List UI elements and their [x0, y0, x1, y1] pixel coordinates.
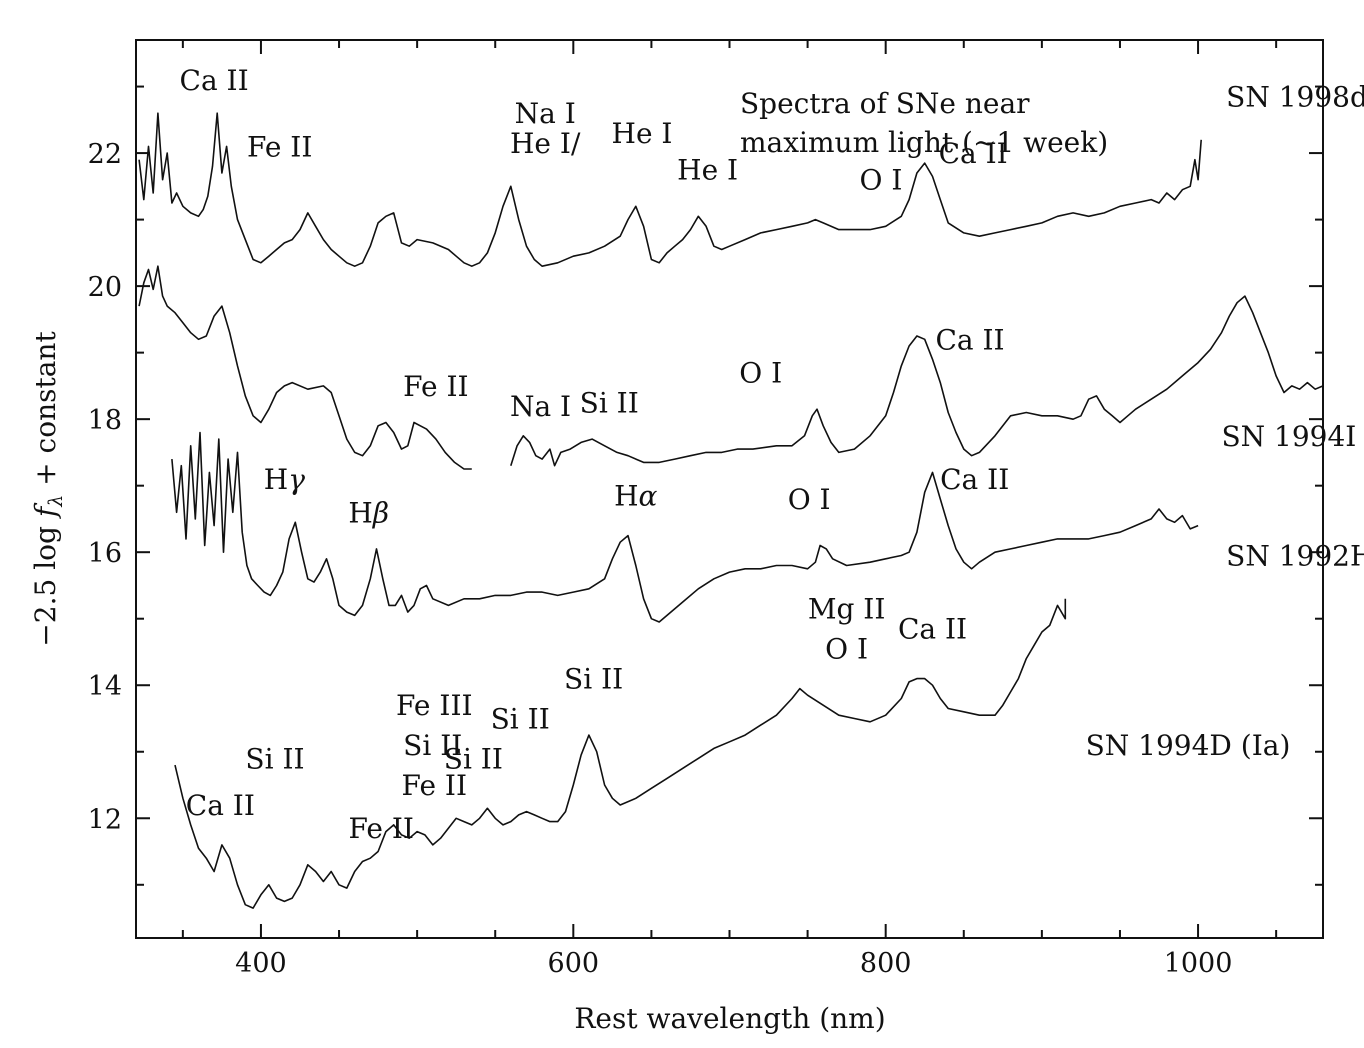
y-axis-label-suffix: + constant [29, 331, 62, 495]
y-tick-label: 16 [88, 538, 122, 569]
chart-note-line-1: Spectra of SNe near [740, 87, 1030, 120]
line-annotation: Si II [491, 702, 550, 735]
line-annotation-greek: α [639, 480, 658, 513]
line-annotation-text: Si II [580, 387, 639, 420]
line-annotation: Ca II [186, 789, 255, 822]
spectrum-line-1-seg-0 [171, 431, 1199, 623]
line-annotation: Fe III [396, 689, 473, 722]
axis-ticks [136, 40, 1323, 938]
line-annotation: Si II [564, 663, 623, 696]
line-annotation: Ca II [935, 323, 1004, 356]
series-label: SN 1994I (Ic) [1221, 420, 1364, 453]
line-annotation-text: O I [739, 357, 782, 390]
line-annotation: Mg II [808, 593, 886, 626]
series-label: SN 1992H (II) [1226, 539, 1364, 572]
line-annotation-text: Ca II [898, 613, 967, 646]
line-annotation-text: H [264, 463, 288, 496]
y-axis-label-sub: λ [45, 495, 67, 508]
spectra-lines [138, 112, 1324, 909]
line-annotation: Fe II [402, 769, 468, 802]
spectrum-line-2-seg-0 [138, 265, 472, 470]
line-annotation-text: H [614, 480, 638, 513]
line-annotation: Fe II [348, 812, 414, 845]
line-annotation-text: H [348, 496, 372, 529]
line-annotation-text: Fe II [247, 130, 313, 163]
line-annotation-text: Si II [444, 742, 503, 775]
line-annotation: Fe II [247, 130, 313, 163]
line-annotation: Si II [245, 742, 304, 775]
line-annotation: Ca II [939, 137, 1008, 170]
line-annotation: Hγ [264, 463, 305, 496]
line-annotation-text: Ca II [935, 323, 1004, 356]
x-tick-label: 600 [548, 948, 600, 979]
line-annotation: Si II [444, 742, 503, 775]
series-label: SN 1998dt (Ib) [1226, 81, 1364, 114]
spectrum-line-2-seg-1 [510, 295, 1324, 467]
line-annotation: Si II [580, 387, 639, 420]
line-annotation: O I [825, 633, 868, 666]
line-annotation-text: Fe III [396, 689, 473, 722]
line-annotation: He I/ [510, 127, 581, 160]
chart-note-line-2: maximum light (~1 week) [740, 126, 1108, 159]
line-annotation: Na I [510, 390, 571, 423]
x-axis-label: Rest wavelength (nm) [574, 1002, 885, 1035]
line-annotation-text: Ca II [940, 463, 1009, 496]
line-annotation: Ca II [940, 463, 1009, 496]
tick-labels: 400 600 800 1000 12 14 16 18 20 22 [88, 139, 1233, 979]
line-annotation: Ca II [180, 64, 249, 97]
line-annotation-text: O I [825, 633, 868, 666]
line-annotation-text: He I [677, 154, 738, 187]
x-tick-label: 1000 [1164, 948, 1233, 979]
line-annotation: He I [612, 117, 673, 150]
line-annotation: Fe II [403, 370, 469, 403]
y-tick-label: 20 [88, 272, 122, 303]
series-label: SN 1994D (Ia) [1086, 729, 1291, 762]
line-annotation-text: Ca II [186, 789, 255, 822]
line-annotation-text: Na I [515, 97, 576, 130]
y-tick-label: 18 [88, 405, 122, 436]
line-annotation: Si II [403, 729, 462, 762]
line-annotation-text: Na I [510, 390, 571, 423]
line-annotation-text: Si II [245, 742, 304, 775]
line-annotation-greek: β [372, 496, 389, 529]
line-annotation-text: He I/ [510, 127, 581, 160]
line-annotation-text: O I [860, 164, 903, 197]
line-annotation: Na I [515, 97, 576, 130]
line-annotation-text: Si II [564, 663, 623, 696]
line-annotation-greek: γ [288, 463, 305, 496]
spectrum-line-3-seg-0 [138, 112, 1202, 267]
line-annotation: O I [860, 164, 903, 197]
line-annotation: Hβ [348, 496, 389, 529]
line-annotation: Ca II [898, 613, 967, 646]
line-annotation-text: Fe II [402, 769, 468, 802]
line-annotation: O I [739, 357, 782, 390]
line-annotation-text: O I [788, 483, 831, 516]
line-annotation: Hα [614, 480, 657, 513]
y-tick-label: 14 [88, 671, 122, 702]
x-tick-label: 400 [235, 948, 287, 979]
y-tick-label: 22 [88, 139, 122, 170]
line-annotation: O I [788, 483, 831, 516]
y-tick-label: 12 [88, 804, 122, 835]
line-annotation-text: Si II [491, 702, 550, 735]
x-tick-label: 800 [860, 948, 912, 979]
spectrum-line-0-seg-0 [174, 598, 1067, 909]
line-annotation: He I [677, 154, 738, 187]
line-annotation-text: Si II [403, 729, 462, 762]
line-annotation-text: Mg II [808, 593, 886, 626]
line-annotation-text: He I [612, 117, 673, 150]
y-axis-label: −2.5 log fλ + constant [29, 331, 67, 647]
line-annotation-text: Ca II [180, 64, 249, 97]
line-annotation-text: Fe II [403, 370, 469, 403]
line-annotation-text: Fe II [348, 812, 414, 845]
y-axis-label-prefix: −2.5 log [29, 517, 62, 647]
line-annotation-text: Ca II [939, 137, 1008, 170]
series-labels: SN 1994D (Ia) SN 1992H (II) SN 1994I (Ic) S… [1086, 81, 1364, 763]
